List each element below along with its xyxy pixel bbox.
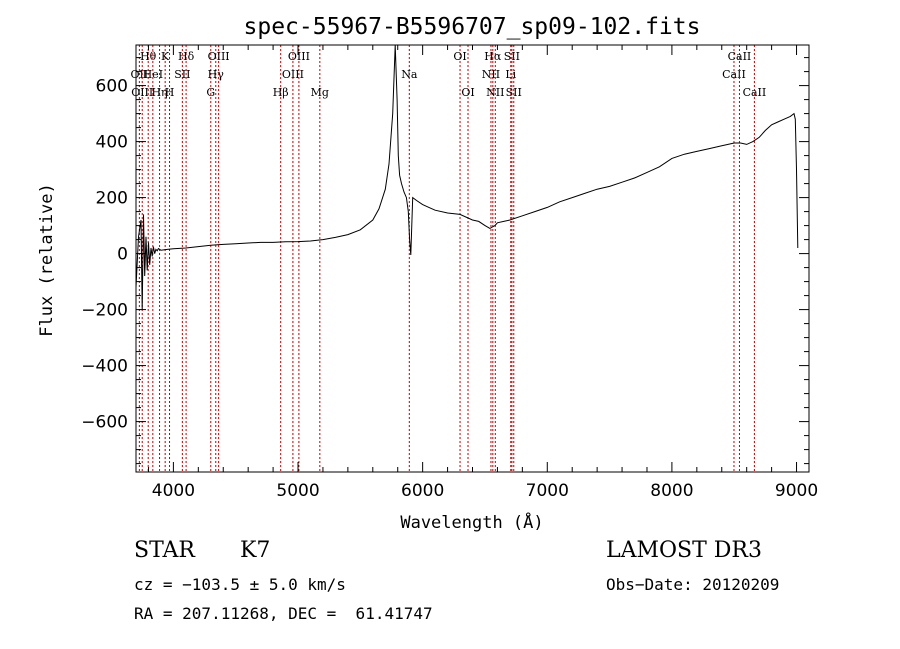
x-tick-label-1: 5000 — [276, 481, 319, 501]
line-label-11: OIII — [208, 50, 230, 63]
y-axis-label: Flux (relative) — [37, 183, 57, 337]
line-markers: OII OIII Hθ HeI Hη K H SII Hδ G Hγ OIII Hβ OIII OIII Mg… — [131, 45, 767, 472]
y-axis: −600 −400 −200 0 200 400 600 — [81, 57, 809, 465]
x-tick-label-3: 7000 — [526, 481, 569, 501]
line-label-26: CaII — [728, 50, 752, 63]
redshift-velocity: cz = −103.5 ± 5.0 km/s — [134, 575, 346, 594]
line-label-6: H — [165, 86, 175, 99]
survey-name: LAMOST DR3 — [606, 538, 762, 563]
x-tick-label-0: 4000 — [152, 481, 195, 501]
x-axis-label: Wavelength (Å) — [400, 511, 543, 533]
flux-series-line — [135, 44, 799, 310]
sky-coordinates: RA = 207.11268, DEC = 61.41747 — [134, 604, 433, 623]
line-label-16: Na — [401, 68, 418, 81]
line-label-4: Hη — [151, 86, 167, 99]
line-label-19: NII — [482, 68, 500, 81]
line-label-8: Hδ — [178, 50, 195, 63]
line-label-15: Mg — [311, 86, 329, 99]
line-label-27: CaII — [743, 86, 767, 99]
spectrum-chart: spec-55967-B5596707_sp09-102.fits OIIOII… — [37, 14, 818, 533]
y-tick-label-2: −200 — [81, 301, 128, 321]
x-tick-label-2: 6000 — [401, 481, 444, 501]
x-axis: 4000 5000 6000 7000 8000 9000 — [147, 45, 818, 501]
line-label-12: Hβ — [273, 86, 289, 99]
observation-date: Obs−Date: 20120209 — [606, 575, 780, 594]
line-label-24: SII — [506, 86, 522, 99]
x-tick-label-4: 8000 — [650, 481, 693, 501]
line-label-2: Hθ — [140, 50, 157, 63]
y-tick-label-1: −400 — [81, 357, 128, 377]
plot-frame — [135, 44, 810, 473]
line-label-7: SII — [174, 68, 190, 81]
line-label-5: K — [161, 50, 170, 63]
chart-title: spec-55967-B5596707_sp09-102.fits — [244, 14, 701, 40]
line-label-3: HeI — [143, 68, 163, 81]
line-label-20: Hα — [484, 50, 502, 63]
line-label-14: OIII — [288, 50, 310, 63]
y-tick-label-5: 400 — [96, 133, 128, 153]
y-tick-label-0: −600 — [81, 413, 128, 433]
object-subclass: K7 — [240, 538, 271, 563]
y-tick-label-3: 0 — [117, 245, 128, 265]
line-label-25: CaII — [722, 68, 746, 81]
x-tick-label-5: 9000 — [775, 481, 818, 501]
y-tick-label-4: 200 — [96, 189, 128, 209]
line-label-23: SII — [504, 50, 520, 63]
line-label-9: G — [206, 86, 215, 99]
line-label-22: Li — [505, 68, 516, 81]
object-class: STAR — [134, 538, 195, 563]
line-label-18: OI — [461, 86, 474, 99]
y-tick-label-6: 600 — [96, 77, 128, 97]
line-label-21: NII — [486, 86, 504, 99]
line-label-17: OI — [453, 50, 466, 63]
line-label-0: OII — [131, 68, 149, 81]
line-label-1: OIII — [131, 86, 153, 99]
line-label-13: OIII — [282, 68, 304, 81]
line-label-10: Hγ — [208, 68, 225, 81]
